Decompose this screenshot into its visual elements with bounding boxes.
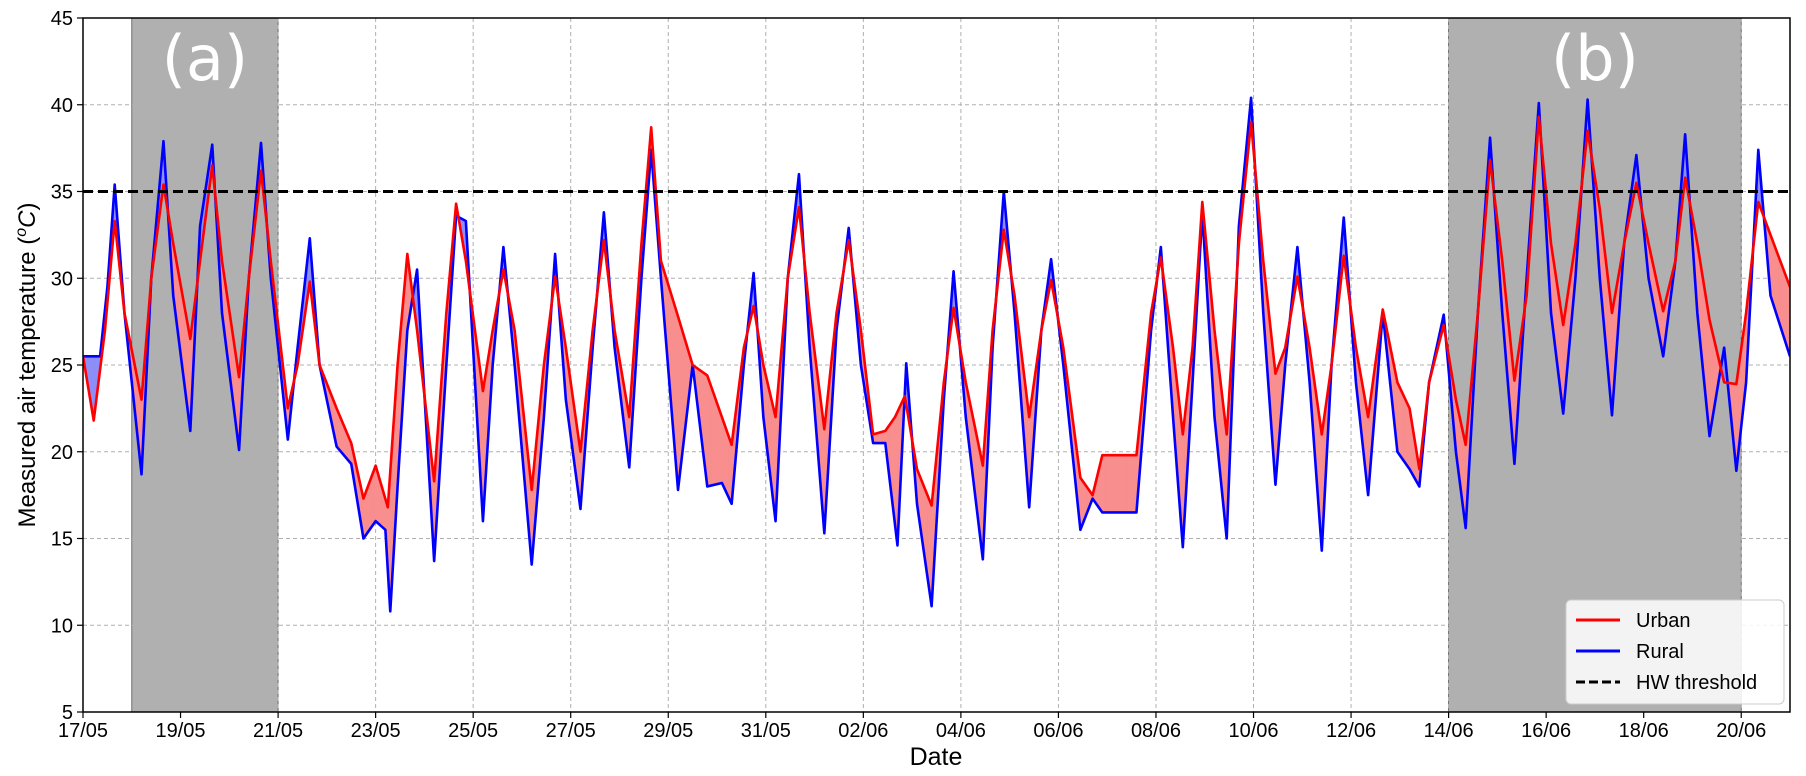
x-tick-label: 04/06 [936, 720, 986, 742]
x-tick-label: 08/06 [1131, 720, 1181, 742]
y-tick-label: 40 [51, 95, 73, 117]
y-tick-label: 10 [51, 615, 73, 637]
legend-box [1565, 599, 1785, 705]
y-tick-label: 25 [51, 355, 73, 377]
y-tick-label: 30 [51, 268, 73, 290]
x-tick-label: 20/06 [1716, 720, 1766, 742]
legend-rural-label: Rural [1636, 641, 1684, 663]
x-tick-label: 25/05 [448, 720, 498, 742]
x-tick-label: 06/06 [1033, 720, 1083, 742]
x-tick-label: 10/06 [1228, 720, 1278, 742]
legend: Urban Rural HW threshold [1565, 599, 1785, 705]
x-tick-label: 19/05 [156, 720, 206, 742]
legend-urban-label: Urban [1636, 610, 1690, 632]
x-tick-label: 29/05 [643, 720, 693, 742]
period-label-2: (b) [1551, 22, 1639, 95]
x-tick-label: 12/06 [1326, 720, 1376, 742]
rural-line [83, 96, 1790, 613]
x-tick-label: 16/06 [1521, 720, 1571, 742]
series-lines [83, 96, 1790, 613]
x-tick-label: 02/06 [838, 720, 888, 742]
x-tick-label: 18/06 [1619, 720, 1669, 742]
y-tick-label: 5 [62, 702, 73, 724]
x-tick-label: 21/05 [253, 720, 303, 742]
y-tick-label: 20 [51, 442, 73, 464]
y-axis-ticks: 5 10 15 20 25 30 35 40 45 [51, 8, 83, 724]
x-tick-label: 17/05 [58, 720, 108, 742]
x-axis-ticks: 17/05 19/05 21/05 23/05 25/05 27/05 29/05 31/05… [58, 712, 1766, 742]
x-tick-label: 27/05 [546, 720, 596, 742]
legend-threshold-label: HW threshold [1636, 672, 1757, 694]
y-axis-title: Measured air temperature (oC) [13, 202, 41, 527]
x-axis-title: Date [910, 743, 963, 771]
period-labels: (a) (b) [162, 22, 1639, 95]
y-tick-label: 15 [51, 529, 73, 551]
x-tick-label: 31/05 [741, 720, 791, 742]
y-tick-label: 35 [51, 182, 73, 204]
x-tick-label: 23/05 [351, 720, 401, 742]
x-tick-label: 14/06 [1424, 720, 1474, 742]
period-label-1: (a) [162, 22, 248, 95]
y-tick-label: 45 [51, 8, 73, 30]
urban-line [83, 115, 1790, 509]
